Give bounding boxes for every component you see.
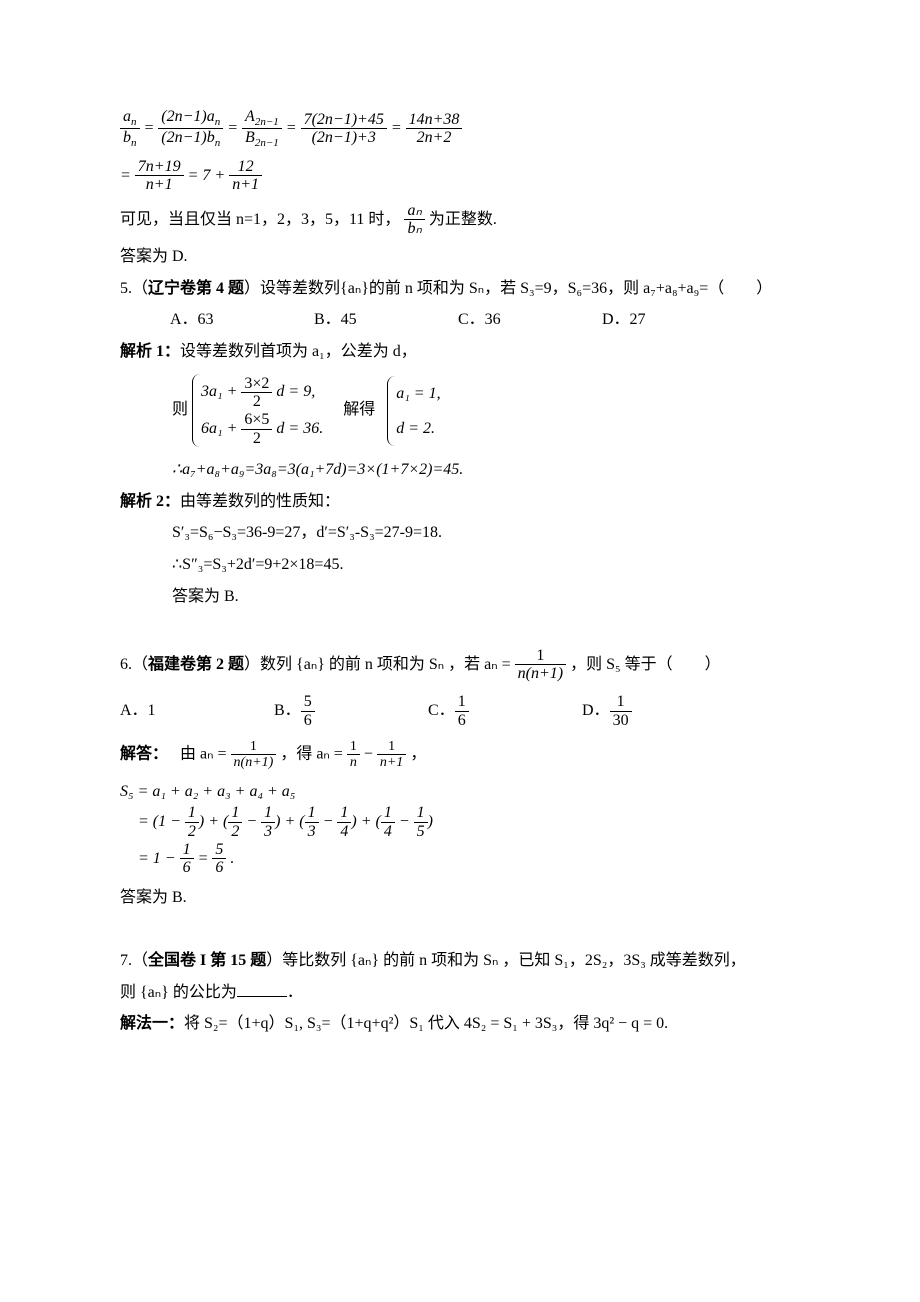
eq4-answer: 答案为 D.	[120, 244, 810, 270]
eq4-line1: anbn = (2n−1)an(2n−1)bn = A2n−1B2n−1 = 7…	[120, 108, 810, 150]
blank-underline	[237, 996, 287, 997]
q5-system: 则 3a₁ + 3×22 d = 9, 6a₁ + 6×52 d = 36. 解…	[172, 370, 810, 451]
q7-stem-b: 则 {aₙ} 的公比为．	[120, 980, 810, 1006]
q6-answer: 答案为 B.	[120, 885, 810, 911]
q7-sol1: 解法一：将 S₂=（1+q）S₁, S₃=（1+q+q²）S₁ 代入 4S₂ =…	[120, 1011, 810, 1037]
q5-options: A．63 B．45 C．36 D．27	[170, 307, 810, 333]
q6-solution-line: 解答： 由 aₙ = 1n(n+1) ，得 aₙ = 1n − 1n+1 ，	[120, 739, 810, 771]
q5-sol2-l1: S′₃=S₆−S₃=36-9=27，d′=S′₃-S₃=27-9=18.	[172, 520, 810, 546]
q5-stem: 5.（辽宁卷第 4 题）设等差数列{aₙ}的前 n 项和为 Sₙ，若 S₃=9，…	[120, 276, 810, 302]
eq4-comment: 可见，当且仅当 n=1，2，3，5，11 时， aₙbₙ 为正整数.	[120, 202, 810, 238]
q5-sol2-intro: 解析 2：由等差数列的性质知：	[120, 489, 810, 515]
q6-options: A．1 B．56 C．16 D．130	[120, 693, 810, 729]
eq4-line2: = 7n+19n+1 = 7 + 12n+1	[120, 158, 810, 194]
q5-sol1-intro: 解析 1：设等差数列首项为 a₁，公差为 d，	[120, 339, 810, 365]
q5-sol1-conc: ∴a₇+a₈+a₉=3a₈=3(a₁+7d)=3×(1+7×2)=45.	[172, 457, 810, 483]
q6-stem: 6.（福建卷第 2 题）数列 {aₙ} 的前 n 项和为 Sₙ ，若 aₙ = …	[120, 647, 810, 683]
q7-stem-a: 7.（全国卷 I 第 15 题）等比数列 {aₙ} 的前 n 项和为 Sₙ ，已…	[120, 948, 810, 974]
q5-sol2-l2: ∴S″₃=S₃+2d′=9+2×18=45.	[172, 552, 810, 578]
q5-answer: 答案为 B.	[172, 584, 810, 610]
q6-expand: S₅ = a₁ + a₂ + a₃ + a₄ + a₅ = (1 − 12) +…	[120, 779, 810, 877]
